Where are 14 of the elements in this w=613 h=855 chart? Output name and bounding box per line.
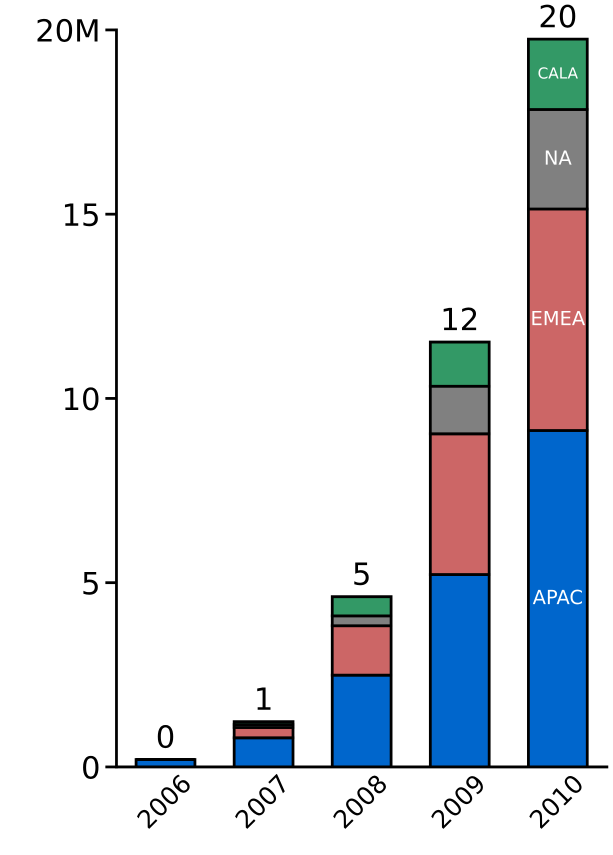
total-label: 0 [158,725,174,748]
series-label: CALA [538,67,578,79]
y-tick-label: 15 [64,204,98,226]
y-tick-label: 0 [83,756,98,779]
total-label: 5 [354,562,369,586]
y-tick-label: 20M [37,18,98,42]
series-label: APAC [532,590,582,604]
series-label: NA [546,150,572,165]
total-label: 20 [540,4,576,28]
series-label: EMEA [532,310,585,326]
y-tick-label: 10 [64,387,98,410]
total-label: 1 [257,687,270,710]
total-label: 12 [444,307,476,330]
y-tick-label: 5 [83,572,98,595]
